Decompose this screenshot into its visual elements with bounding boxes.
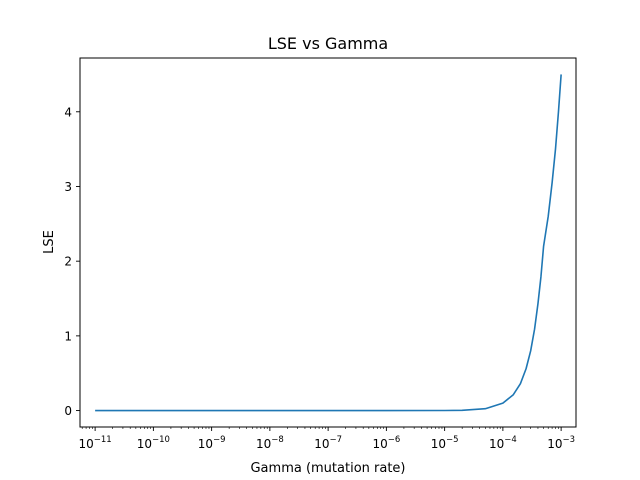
x-tick-label: 10−8 [256, 435, 284, 451]
x-axis-minor-ticks [81, 427, 559, 429]
y-tick-label: 2 [64, 255, 72, 269]
x-tick-label: 10−4 [489, 435, 517, 451]
x-tick-label: 10−3 [547, 435, 575, 451]
x-tick-label: 10−10 [137, 435, 170, 451]
x-tick-label: 10−7 [314, 435, 342, 451]
x-tick-label: 10−9 [198, 435, 226, 451]
x-axis-ticks: 10−11 10−10 10−9 10−8 10−7 10−6 10−5 10−4 10−3 [79, 427, 575, 451]
x-tick-label: 10−11 [79, 435, 112, 451]
series-line [95, 74, 562, 412]
y-tick-label: 1 [64, 329, 72, 343]
y-tick-label: 4 [64, 105, 72, 119]
x-tick-label: 10−5 [431, 435, 459, 451]
y-axis-label: LSE [42, 230, 57, 254]
y-tick-label: 0 [64, 404, 72, 418]
x-tick-label: 10−6 [372, 435, 400, 451]
x-axis-label: Gamma (mutation rate) [250, 461, 405, 476]
y-tick-label: 3 [64, 180, 72, 194]
y-axis-ticks: 0 1 2 3 4 [64, 105, 80, 418]
chart-title: LSE vs Gamma [268, 34, 388, 53]
